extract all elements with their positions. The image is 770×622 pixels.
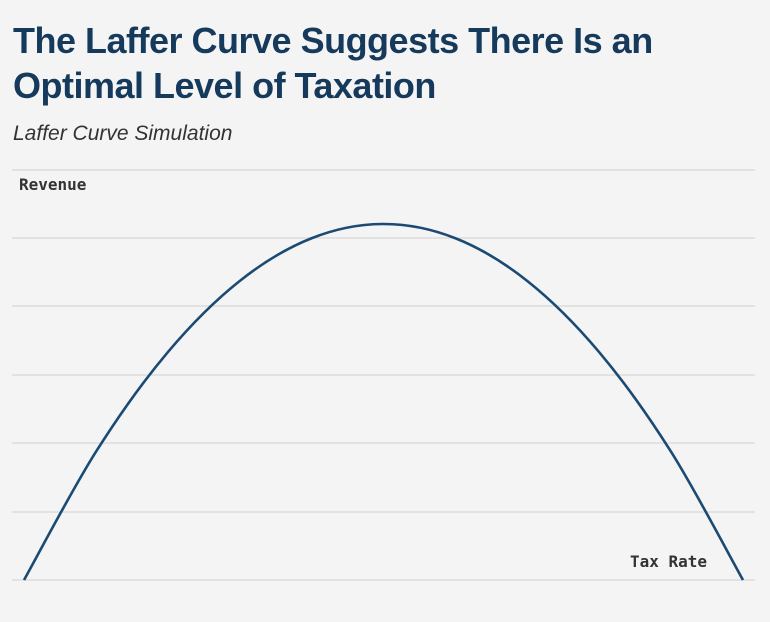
- gridlines: [12, 169, 755, 581]
- chart-subtitle: Laffer Curve Simulation: [13, 122, 233, 145]
- x-axis-label: Tax Rate: [630, 552, 707, 571]
- y-axis-label: Revenue: [19, 175, 86, 194]
- laffer-curve-line: [22, 222, 745, 581]
- chart-title: The Laffer Curve Suggests There Is an Op…: [13, 20, 653, 106]
